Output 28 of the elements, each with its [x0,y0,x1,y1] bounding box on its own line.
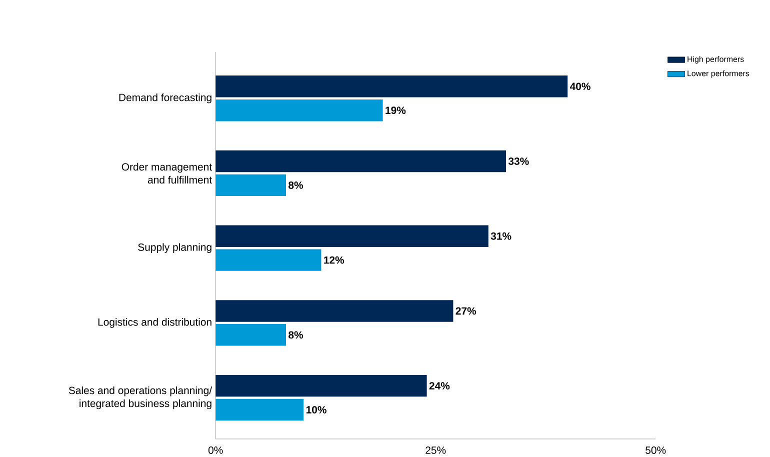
data-label: 33% [508,157,529,165]
data-label: 8% [288,181,304,189]
x-tick-label: 50% [646,446,666,454]
bar [216,324,286,346]
bar [216,398,304,421]
data-label: 24% [429,382,450,390]
y-tick-label: Demand forecasting [119,93,212,104]
y-tick-label: Sales and operations planning/ integrated business planning [68,386,212,410]
y-tick-label: Supply planning [138,243,212,253]
bar [216,249,322,271]
data-label: 12% [324,256,344,264]
data-label: 10% [306,406,326,414]
data-label: 19% [386,106,406,114]
bar [216,174,286,196]
data-label: 27% [456,307,476,315]
data-label: 8% [288,331,304,339]
bar [216,300,454,322]
bar [216,150,506,172]
y-tick-label: Order management and fulfillment [122,162,212,184]
data-label: 40% [570,82,590,90]
x-tick-label: 0% [208,446,223,454]
data-label: 31% [490,232,512,240]
bar [216,99,383,122]
bar [216,225,488,247]
bar [216,75,568,98]
y-tick-label: Logistics and distribution [98,318,212,328]
x-tick-label: 25% [426,446,446,454]
bar [216,374,427,397]
